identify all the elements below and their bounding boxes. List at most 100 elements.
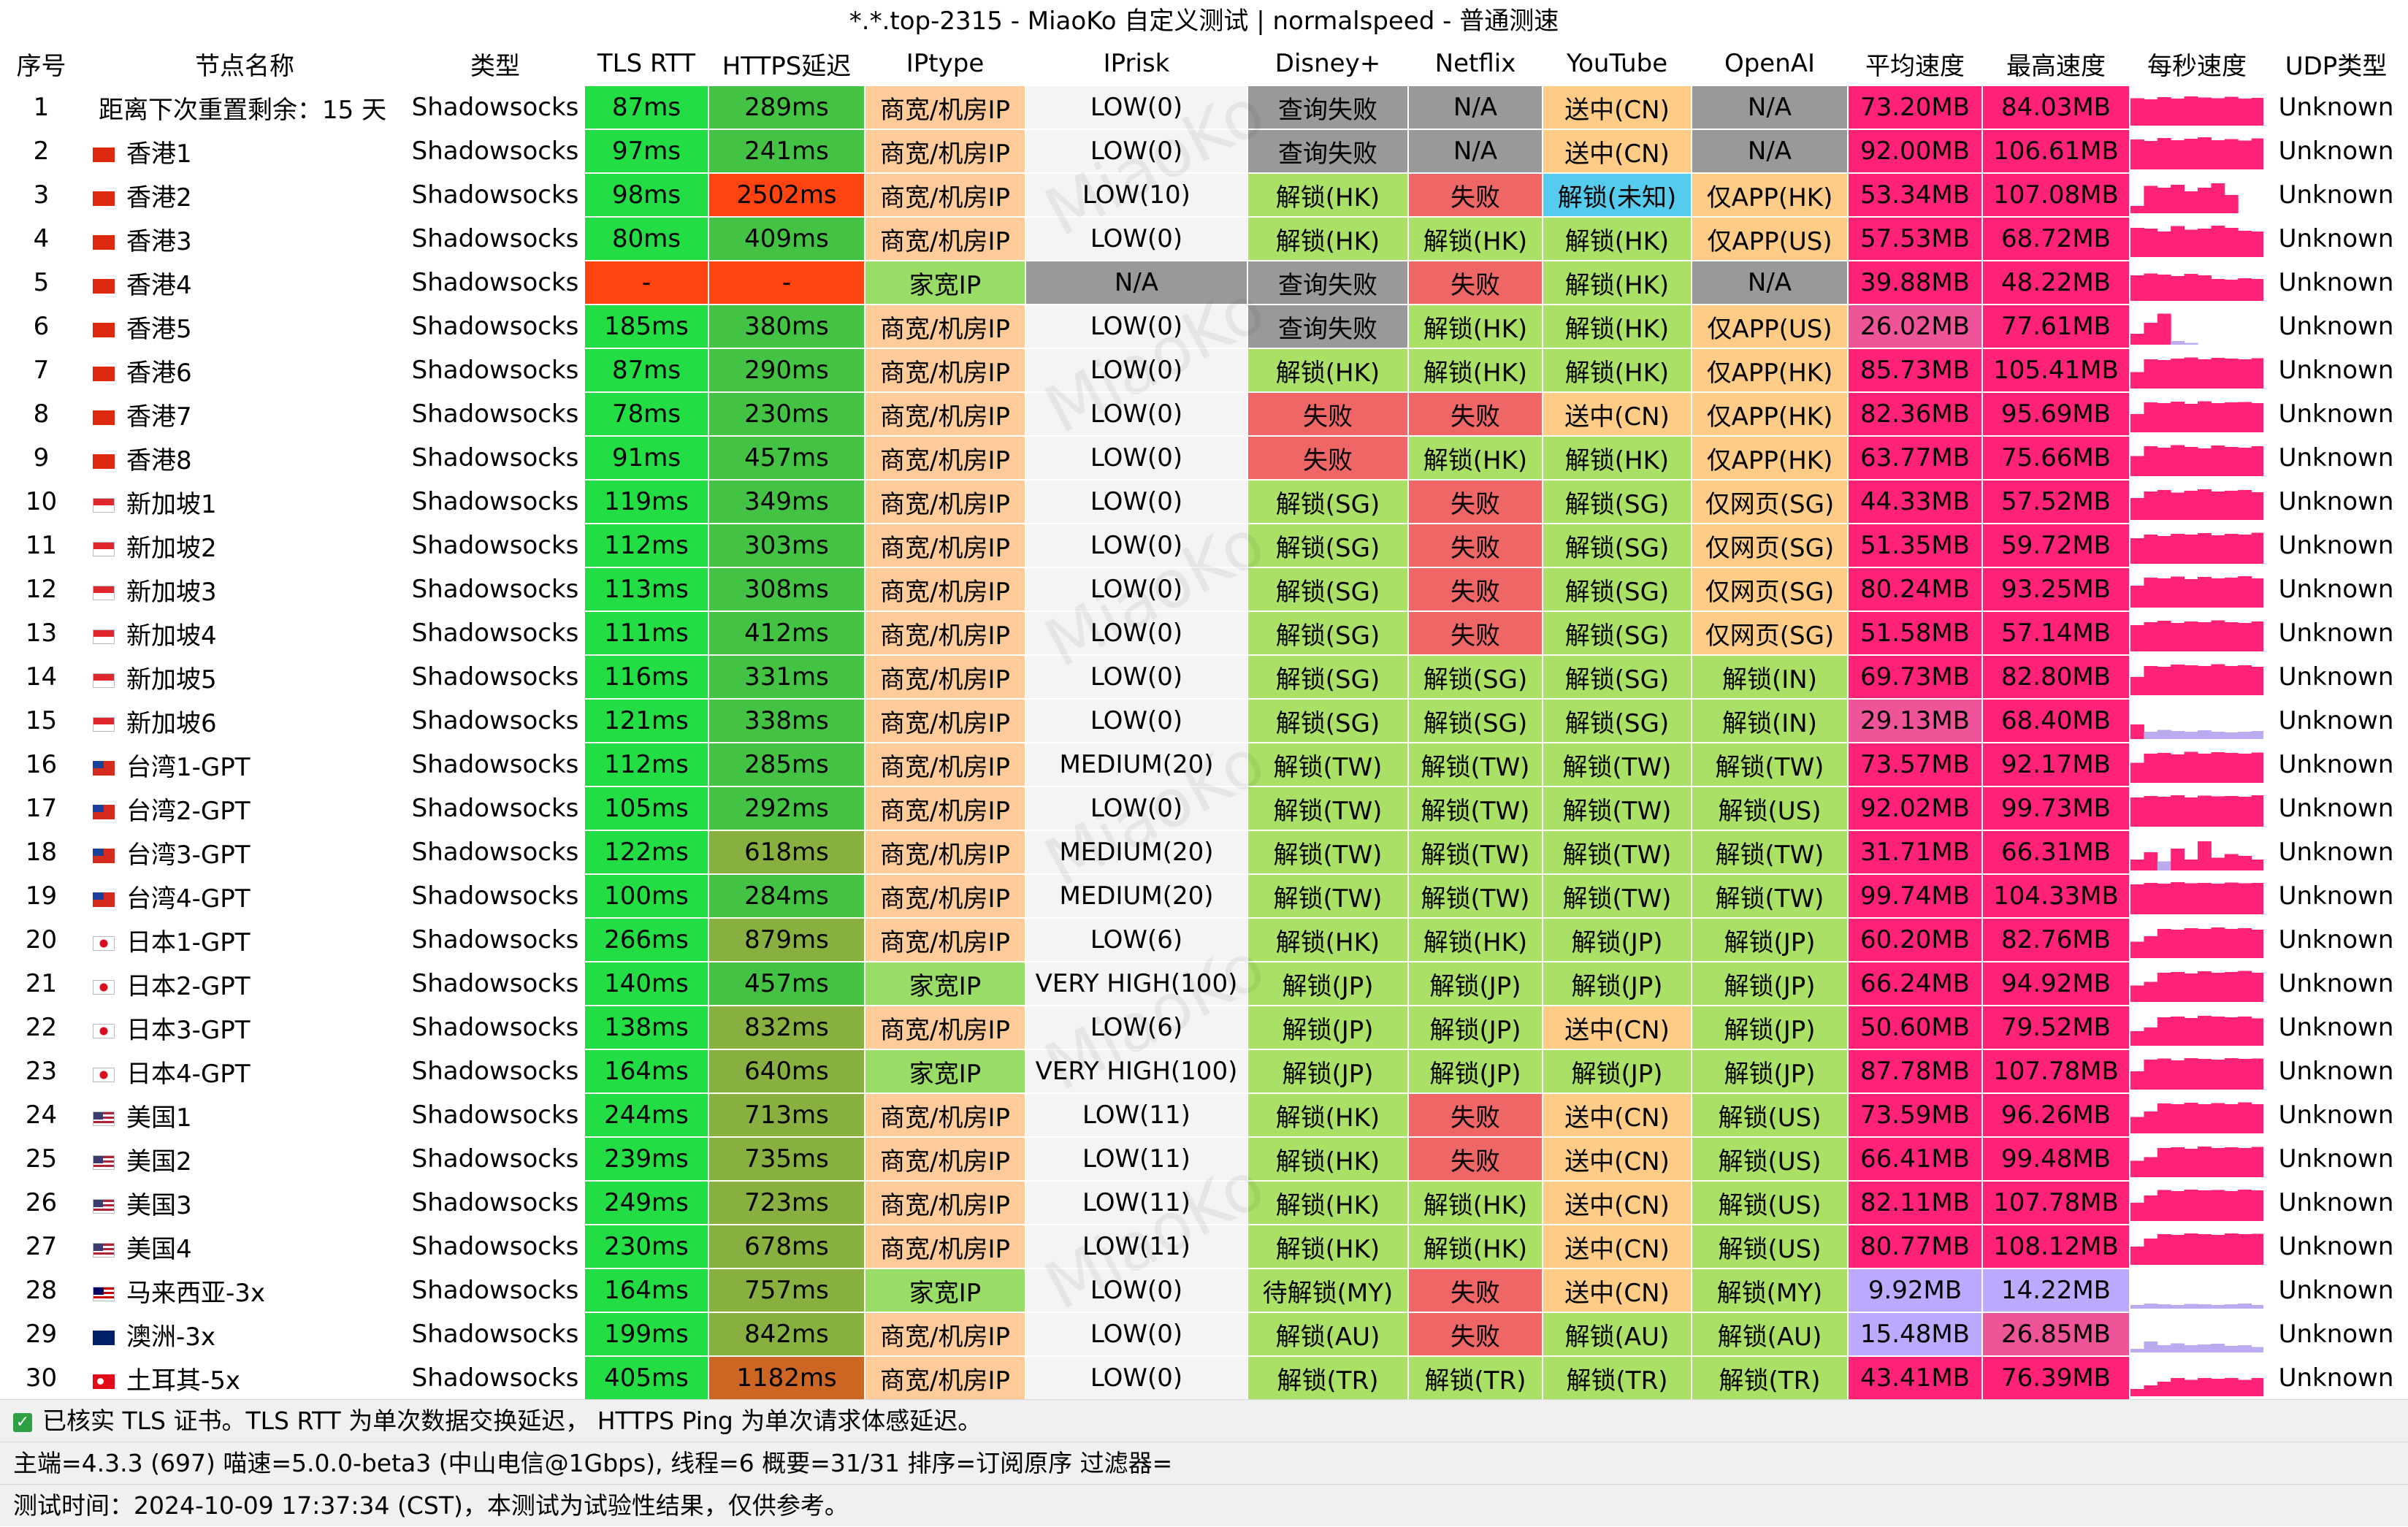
table-row[interactable]: 8 香港7 Shadowsocks 78ms 230ms 商宽/机房IP LOW(0) 失败失… (0, 392, 2408, 437)
table-row[interactable]: 6 香港5 Shadowsocks 185ms 380ms 商宽/机房IP LOW(0) 查询… (0, 305, 2408, 349)
flag-sg-icon (93, 673, 115, 688)
ip-type: 商宽/机房IP (865, 830, 1026, 875)
column-header[interactable]: 类型 (406, 42, 585, 86)
table-row[interactable]: 10 新加坡1 Shadowsocks 119ms 349ms 商宽/机房IP LOW(0)… (0, 480, 2408, 524)
sparkline-bar (2130, 985, 2144, 1002)
sparkline-bar (2251, 860, 2263, 870)
table-row[interactable]: 12 新加坡3 Shadowsocks 113ms 308ms 商宽/机房IP LOW(0)… (0, 567, 2408, 612)
proxy-type: Shadowsocks (406, 173, 585, 218)
column-header[interactable]: TLS RTT (584, 42, 709, 86)
column-header[interactable]: 序号 (0, 42, 84, 86)
ip-type: 商宽/机房IP (865, 305, 1026, 349)
flag-hk-icon (93, 410, 115, 425)
node-name-cell: 美国4 (83, 1225, 407, 1269)
table-row[interactable]: 22 日本3-GPT Shadowsocks 138ms 832ms 商宽/机房IP LOW… (0, 1006, 2408, 1050)
proxy-type: Shadowsocks (406, 830, 585, 875)
table-row[interactable]: 3 香港2 Shadowsocks 98ms 2502ms 商宽/机房IP LOW(10) 解… (0, 173, 2408, 218)
openai-status: 解锁(TW) (1692, 743, 1849, 787)
sparkline-bar (2184, 797, 2198, 827)
column-header[interactable]: Netflix (1408, 42, 1543, 86)
row-index: 25 (0, 1137, 84, 1182)
table-row[interactable]: 30 土耳其-5x Shadowsocks 405ms 1182ms 商宽/机房IP LOW… (0, 1356, 2408, 1401)
table-row[interactable]: 26 美国3 Shadowsocks 249ms 723ms 商宽/机房IP LOW(11)… (0, 1181, 2408, 1225)
ip-risk: LOW(11) (1025, 1225, 1248, 1269)
column-header[interactable]: YouTube (1543, 42, 1692, 86)
sparkline-bar (2198, 97, 2212, 126)
column-header[interactable]: UDP类型 (2264, 42, 2408, 86)
table-row[interactable]: 11 新加坡2 Shadowsocks 112ms 303ms 商宽/机房IP LOW(0)… (0, 524, 2408, 568)
row-index: 23 (0, 1049, 84, 1094)
sparkline-bar (2171, 341, 2185, 345)
openai-status: 解锁(IN) (1692, 655, 1849, 700)
proxy-type: Shadowsocks (406, 1049, 585, 1094)
avg-speed: 80.24MB (1848, 567, 1983, 612)
node-name-cell: 美国2 (83, 1137, 407, 1182)
table-row[interactable]: 19 台湾4-GPT Shadowsocks 100ms 284ms 商宽/机房IP MED… (0, 874, 2408, 919)
https-latency: 618ms (708, 830, 865, 875)
disney-status: 解锁(TR) (1247, 1356, 1409, 1401)
node-name-cell: 日本2-GPT (83, 962, 407, 1006)
speed-sparkline-cell (2130, 962, 2265, 1006)
column-header[interactable]: 最高速度 (1982, 42, 2130, 86)
node-name-cell: 香港7 (83, 392, 407, 437)
table-row[interactable]: 27 美国4 Shadowsocks 230ms 678ms 商宽/机房IP LOW(11)… (0, 1225, 2408, 1269)
node-name-cell: 香港3 (83, 217, 407, 261)
sparkline-bar (2130, 1203, 2144, 1221)
table-row[interactable]: 2 香港1 Shadowsocks 97ms 241ms 商宽/机房IP LOW(0) 查询失… (0, 129, 2408, 174)
table-row[interactable]: 1 距离下次重置剩余：15 天 Shadowsocks 87ms 289ms 商宽/机房I… (0, 85, 2408, 130)
column-header[interactable]: 每秒速度 (2130, 42, 2265, 86)
speed-sparkline (2130, 971, 2263, 1002)
row-index: 19 (0, 874, 84, 919)
column-header[interactable]: IPrisk (1025, 42, 1248, 86)
disney-status: 解锁(SG) (1247, 611, 1409, 656)
row-index: 27 (0, 1225, 84, 1269)
sparkline-bar (2184, 491, 2198, 520)
sparkline-bar (2144, 99, 2158, 126)
udp-type: Unknown (2264, 874, 2408, 919)
avg-speed: 80.77MB (1848, 1225, 1983, 1269)
table-row[interactable]: 28 马来西亚-3x Shadowsocks 164ms 757ms 家宽IP LOW(0)… (0, 1268, 2408, 1313)
disney-status: 查询失败 (1247, 129, 1409, 174)
table-row[interactable]: 25 美国2 Shadowsocks 239ms 735ms 商宽/机房IP LOW(11)… (0, 1137, 2408, 1182)
tls-rtt: 230ms (584, 1225, 709, 1269)
table-row[interactable]: 13 新加坡4 Shadowsocks 111ms 412ms 商宽/机房IP LOW(0)… (0, 611, 2408, 656)
table-row[interactable]: 21 日本2-GPT Shadowsocks 140ms 457ms 家宽IP VERY H… (0, 962, 2408, 1006)
table-row[interactable]: 16 台湾1-GPT Shadowsocks 112ms 285ms 商宽/机房IP MED… (0, 743, 2408, 787)
sparkline-bar (2224, 447, 2239, 476)
proxy-type: Shadowsocks (406, 655, 585, 700)
row-index: 1 (0, 85, 84, 130)
row-index: 21 (0, 962, 84, 1006)
table-row[interactable]: 18 台湾3-GPT Shadowsocks 122ms 618ms 商宽/机房IP MED… (0, 830, 2408, 875)
table-row[interactable]: 4 香港3 Shadowsocks 80ms 409ms 商宽/机房IP LOW(0) 解锁(… (0, 217, 2408, 261)
table-row[interactable]: 5 香港4 Shadowsocks - - 家宽IP N/A 查询失败 失败 解锁(HK) N/A 3… (0, 261, 2408, 305)
table-row[interactable]: 15 新加坡6 Shadowsocks 121ms 338ms 商宽/机房IP LOW(0)… (0, 699, 2408, 743)
sparkline-bar (2130, 1031, 2144, 1046)
table-row[interactable]: 14 新加坡5 Shadowsocks 116ms 331ms 商宽/机房IP LOW(0)… (0, 655, 2408, 700)
sparkline-bar (2251, 973, 2263, 1002)
udp-type: Unknown (2264, 524, 2408, 568)
sparkline-bar (2157, 536, 2171, 564)
column-header[interactable]: Disney+ (1247, 42, 1409, 86)
youtube-status: 解锁(TW) (1543, 830, 1692, 875)
tls-rtt: 111ms (584, 611, 709, 656)
table-row[interactable]: 7 香港6 Shadowsocks 87ms 290ms 商宽/机房IP LOW(0) 解锁(… (0, 348, 2408, 393)
table-row[interactable]: 17 台湾2-GPT Shadowsocks 105ms 292ms 商宽/机房IP LOW… (0, 787, 2408, 831)
sparkline-bar (2198, 1344, 2212, 1352)
table-row[interactable]: 9 香港8 Shadowsocks 91ms 457ms 商宽/机房IP LOW(0) 失败解… (0, 436, 2408, 481)
table-row[interactable]: 24 美国1 Shadowsocks 244ms 713ms 商宽/机房IP LOW(11)… (0, 1093, 2408, 1138)
sparkline-bar (2184, 96, 2198, 126)
table-row[interactable]: 29 澳洲-3x Shadowsocks 199ms 842ms 商宽/机房IP LOW(0… (0, 1312, 2408, 1357)
sparkline-bar (2224, 534, 2239, 564)
column-header[interactable]: 平均速度 (1848, 42, 1983, 86)
column-header[interactable]: OpenAI (1692, 42, 1849, 86)
sparkline-bar (2224, 1017, 2239, 1046)
column-header[interactable]: 节点名称 (83, 42, 407, 86)
max-speed: 82.76MB (1982, 918, 2130, 962)
youtube-status: 解锁(SG) (1543, 480, 1692, 524)
ip-risk: LOW(0) (1025, 85, 1248, 130)
table-row[interactable]: 20 日本1-GPT Shadowsocks 266ms 879ms 商宽/机房IP LOW… (0, 918, 2408, 962)
max-speed: 26.85MB (1982, 1312, 2130, 1357)
table-row[interactable]: 23 日本4-GPT Shadowsocks 164ms 640ms 家宽IP VERY H… (0, 1049, 2408, 1094)
column-header[interactable]: IPtype (865, 42, 1026, 86)
column-header[interactable]: HTTPS延迟 (708, 42, 865, 86)
